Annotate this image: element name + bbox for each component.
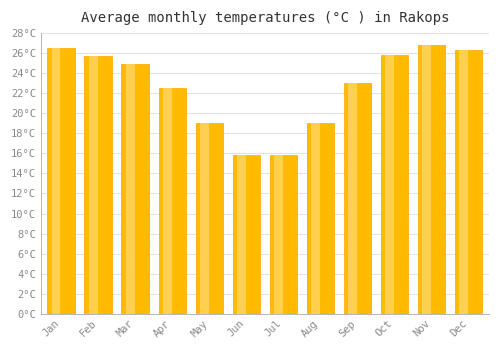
Bar	[200, 124, 208, 314]
Bar	[196, 124, 224, 314]
Bar	[163, 88, 172, 314]
Title: Average monthly temperatures (°C ) in Rakops: Average monthly temperatures (°C ) in Ra…	[80, 11, 449, 25]
Bar	[158, 88, 186, 314]
Bar	[270, 155, 297, 314]
Bar	[418, 45, 446, 314]
Bar	[348, 83, 356, 314]
Bar	[126, 64, 134, 314]
Bar	[422, 45, 430, 314]
Bar	[380, 55, 408, 314]
Bar	[386, 55, 394, 314]
Bar	[52, 48, 60, 314]
Bar	[344, 83, 371, 314]
Bar	[460, 50, 468, 314]
Bar	[122, 64, 149, 314]
Bar	[84, 56, 112, 314]
Bar	[312, 124, 320, 314]
Bar	[48, 48, 75, 314]
Bar	[232, 155, 260, 314]
Bar	[274, 155, 282, 314]
Bar	[89, 56, 98, 314]
Bar	[306, 124, 334, 314]
Bar	[238, 155, 246, 314]
Bar	[454, 50, 482, 314]
